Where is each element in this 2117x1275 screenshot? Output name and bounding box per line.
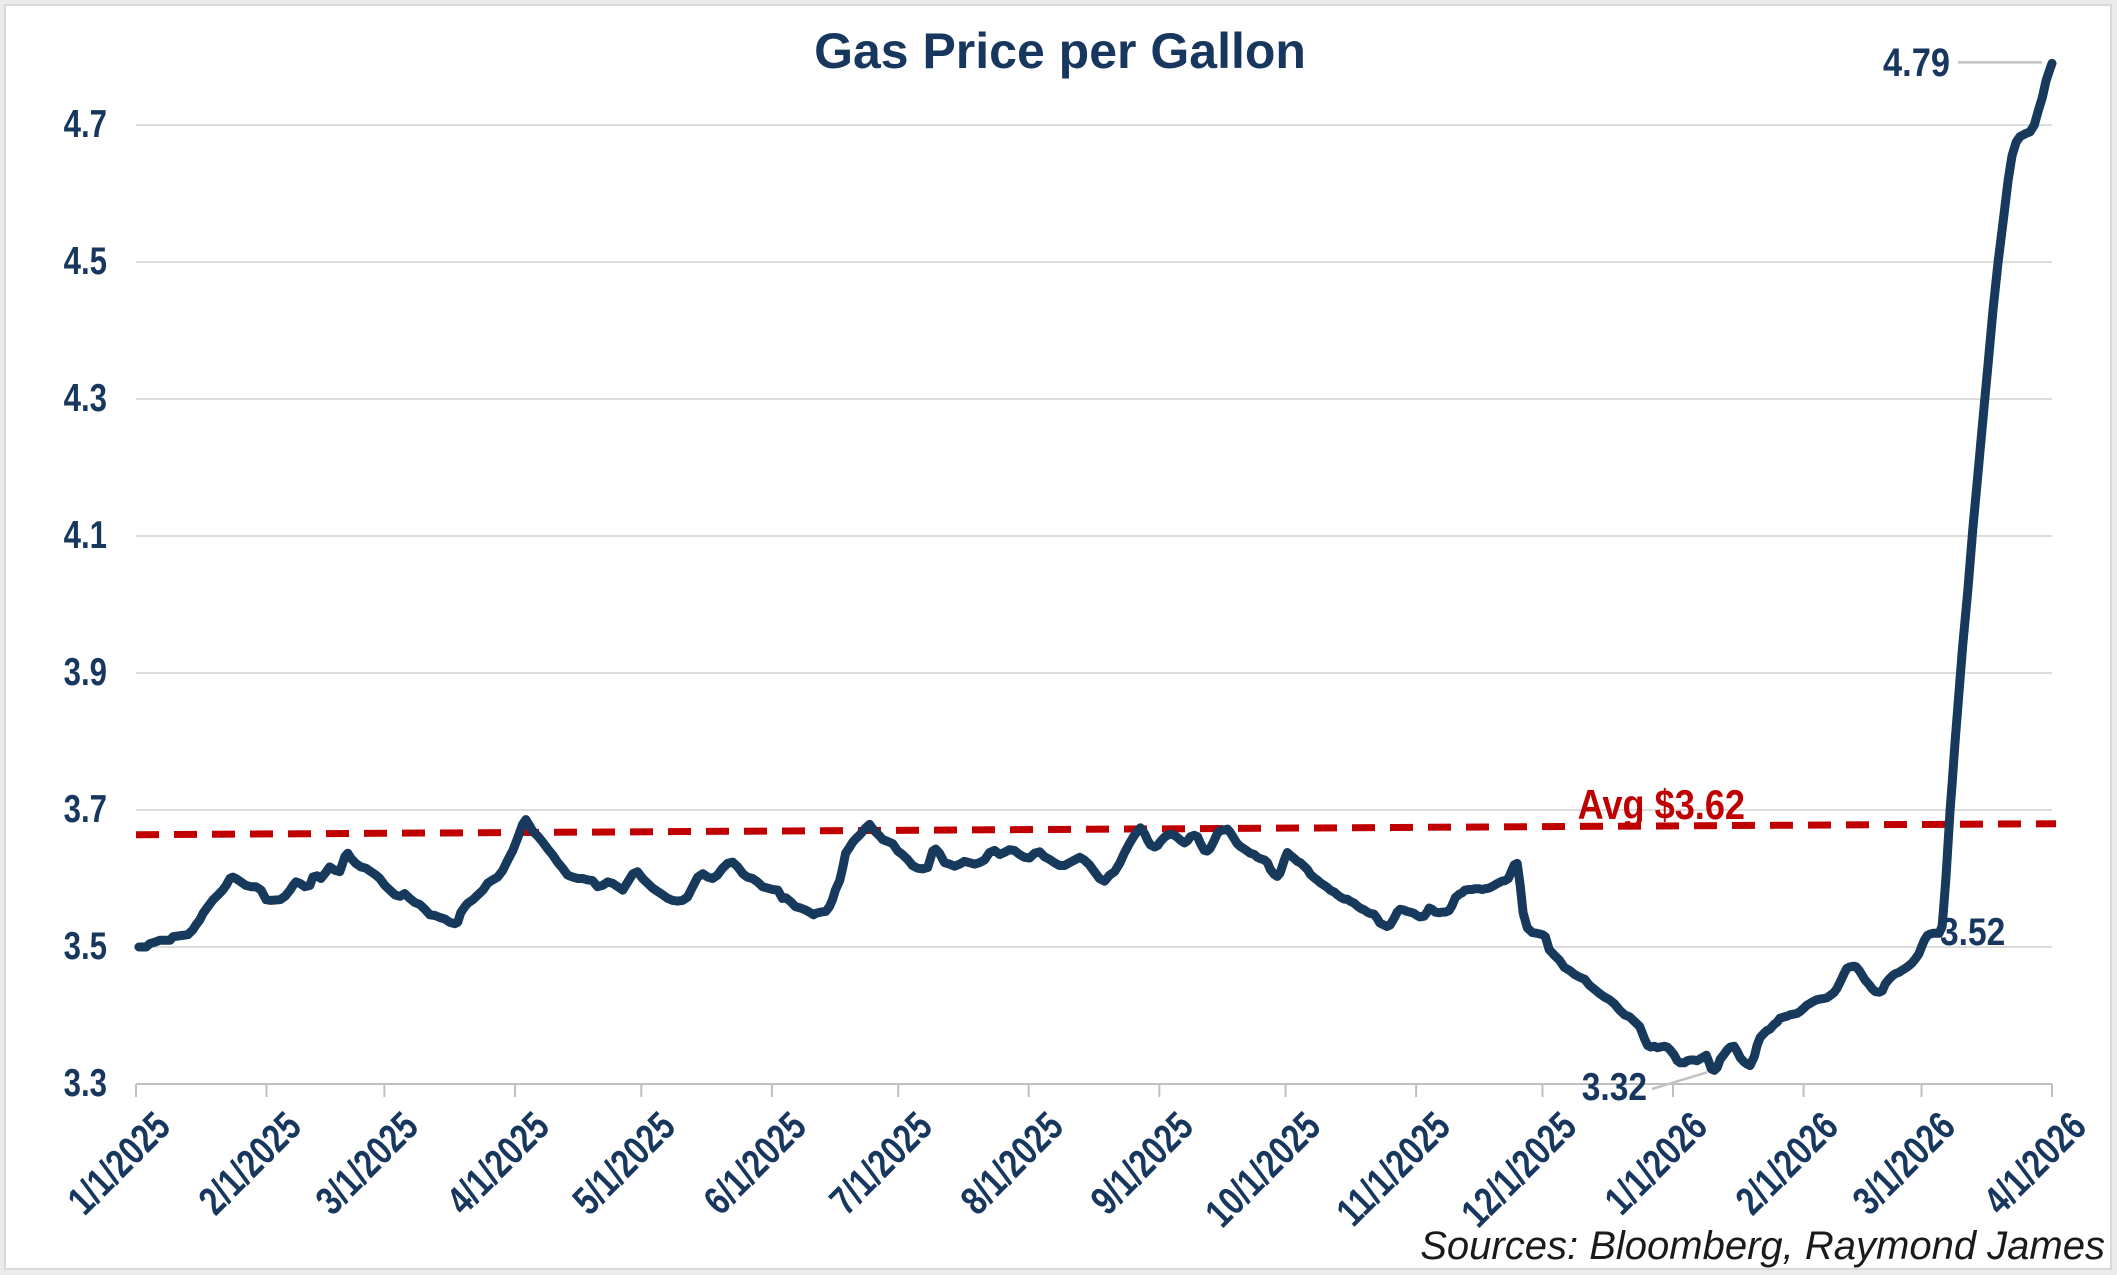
y-tick-label: 3.5: [63, 925, 107, 968]
average-line-label: Avg $3.62: [1577, 781, 1745, 828]
price-line: [134, 58, 2057, 1075]
y-tick-label: 4.3: [63, 377, 107, 420]
chart-card: [4, 4, 2112, 1270]
leader-line-low: [1651, 1071, 1708, 1091]
y-tick-label: 3.9: [63, 651, 107, 694]
y-tick-label: 4.5: [63, 240, 107, 283]
chart-title: Gas Price per Gallon: [814, 23, 1306, 79]
source-note: Sources: Bloomberg, Raymond James: [1420, 1224, 2105, 1268]
y-tick-label: 3.7: [63, 788, 107, 831]
average-line: [135, 820, 2057, 839]
y-tick-label: 4.7: [63, 103, 107, 146]
y-tick-label: 4.1: [63, 514, 107, 557]
y-tick-label: 3.3: [63, 1062, 107, 1105]
annotation-peak-value: 4.79: [1883, 41, 1950, 85]
annotation-pre-spike-value: 3.52: [1940, 911, 2006, 954]
annotation-low-value: 3.32: [1581, 1066, 1647, 1109]
